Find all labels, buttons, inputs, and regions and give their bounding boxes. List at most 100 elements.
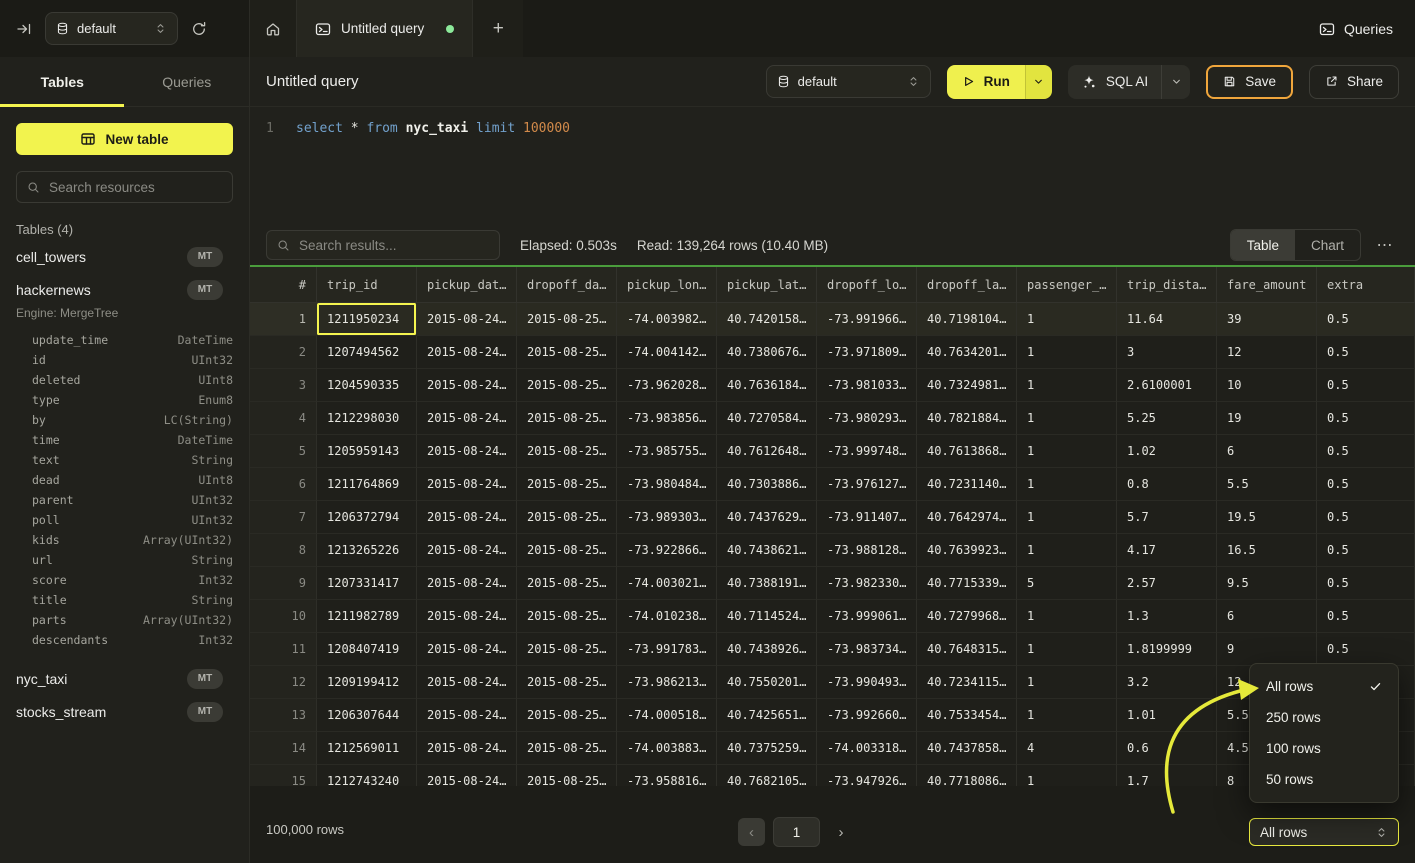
table-cell[interactable]: 5.7 [1117,501,1217,534]
table-cell[interactable]: 40.7114524… [717,600,817,633]
table-cell[interactable]: -73.911407… [817,501,917,534]
table-cell[interactable]: 6 [1217,435,1317,468]
sql-editor[interactable]: 1 select * from nyc_taxi limit 100000 [250,107,1415,225]
column-item[interactable]: dead UInt8 [32,470,233,490]
table-cell[interactable]: 40.7612648… [717,435,817,468]
table-cell[interactable]: 1213265226 [317,534,417,567]
table-cell[interactable]: -73.985755… [617,435,717,468]
table-cell[interactable]: 1 [1017,501,1117,534]
column-item[interactable]: descendants Int32 [32,630,233,650]
column-item[interactable]: text String [32,450,233,470]
table-cell[interactable]: -73.983856… [617,402,717,435]
column-item[interactable]: score Int32 [32,570,233,590]
table-cell[interactable]: 1212743240 [317,765,417,786]
share-button[interactable]: Share [1308,64,1399,99]
column-header[interactable]: dropoff_da… [517,267,617,303]
column-item[interactable]: parts Array(UInt32) [32,610,233,630]
table-cell[interactable]: 5 [1017,567,1117,600]
view-toggle-chart[interactable]: Chart [1310,237,1344,253]
column-header[interactable]: pickup_lat… [717,267,817,303]
table-cell[interactable]: 0.5 [1317,534,1415,567]
table-cell[interactable]: 40.7380676… [717,336,817,369]
table-cell[interactable]: 6 [1217,600,1317,633]
table-cell[interactable]: 1 [1017,699,1117,732]
column-header[interactable]: pickup_lon… [617,267,717,303]
save-button[interactable]: Save [1206,64,1293,99]
column-item[interactable]: time DateTime [32,430,233,450]
table-cell[interactable]: 2015-08-25… [517,732,617,765]
table-cell[interactable]: 19 [1217,402,1317,435]
column-header[interactable]: # [250,267,317,303]
table-cell[interactable]: 2015-08-25… [517,534,617,567]
table-cell[interactable]: 40.7234115… [917,666,1017,699]
table-cell[interactable]: -73.986213… [617,666,717,699]
table-cell[interactable]: 1 [1017,303,1117,336]
table-cell[interactable]: 2015-08-24… [417,468,517,501]
table-cell[interactable]: 40.7821884… [917,402,1017,435]
sql-ai-button[interactable]: SQL AI [1068,65,1161,99]
table-cell[interactable]: -73.992660… [817,699,917,732]
table-cell[interactable]: 40.7420158… [717,303,817,336]
table-cell[interactable]: 5.5 [1217,468,1317,501]
table-cell[interactable]: -73.988128… [817,534,917,567]
table-cell[interactable]: 2015-08-24… [417,567,517,600]
table-cell[interactable]: 2015-08-24… [417,369,517,402]
table-cell[interactable]: 0.5 [1317,369,1415,402]
query-tab[interactable]: Untitled query [297,0,474,57]
table-item-cell-towers[interactable]: cell_towers MT [16,240,233,273]
queries-shortcut[interactable]: Queries [1297,0,1415,57]
table-cell[interactable]: -73.947926… [817,765,917,786]
table-cell[interactable]: -73.980484… [617,468,717,501]
table-cell[interactable]: 40.7270584… [717,402,817,435]
search-resources-input[interactable]: Search resources [16,171,233,203]
table-cell[interactable]: 1206372794 [317,501,417,534]
table-cell[interactable]: 40.7682105… [717,765,817,786]
selected-cell[interactable]: 1211950234 [317,303,417,336]
table-cell[interactable]: 1.8199999 [1117,633,1217,666]
table-cell[interactable]: -73.999061… [817,600,917,633]
table-cell[interactable]: -74.003982… [617,303,717,336]
table-cell[interactable]: 2015-08-24… [417,633,517,666]
table-cell[interactable]: 2015-08-24… [417,765,517,786]
table-cell[interactable]: 2015-08-25… [517,369,617,402]
new-tab-button[interactable]: + [492,17,504,39]
table-cell[interactable]: 40.7324981… [917,369,1017,402]
table-cell[interactable]: 2015-08-24… [417,303,517,336]
table-cell[interactable]: 40.7231140… [917,468,1017,501]
table-item-stocks-stream[interactable]: stocks_stream MT [16,695,233,728]
table-cell[interactable]: 2015-08-25… [517,336,617,369]
table-cell[interactable]: 1212298030 [317,402,417,435]
table-cell[interactable]: 40.7437629… [717,501,817,534]
table-cell[interactable]: 1209199412 [317,666,417,699]
column-item[interactable]: type Enum8 [32,390,233,410]
table-cell[interactable]: 40.7648315… [917,633,1017,666]
table-cell[interactable]: -73.962028… [617,369,717,402]
table-cell[interactable]: 4 [1017,732,1117,765]
table-cell[interactable]: 1 [1017,402,1117,435]
table-cell[interactable]: 40.7279968… [917,600,1017,633]
table-cell[interactable]: 2.6100001 [1117,369,1217,402]
run-button[interactable]: Run [946,64,1025,99]
page-size-option[interactable]: 50 rows [1250,764,1398,795]
table-cell[interactable]: 2015-08-25… [517,666,617,699]
table-cell[interactable]: -74.010238… [617,600,717,633]
table-cell[interactable]: 1 [1017,633,1117,666]
column-header[interactable]: pickup_dat… [417,267,517,303]
table-cell[interactable]: 1 [1017,336,1117,369]
table-cell[interactable]: 2015-08-24… [417,435,517,468]
table-cell[interactable]: -73.983734… [817,633,917,666]
column-header[interactable]: trip_id [317,267,417,303]
table-cell[interactable]: 19.5 [1217,501,1317,534]
page-size-option[interactable]: 250 rows [1250,702,1398,733]
table-cell[interactable]: 1 [1017,600,1117,633]
page-size-select[interactable]: All rows [1249,818,1399,846]
table-cell[interactable]: 5.25 [1117,402,1217,435]
table-cell[interactable]: 2015-08-24… [417,402,517,435]
table-cell[interactable]: 40.7639923… [917,534,1017,567]
table-cell[interactable]: 3.2 [1117,666,1217,699]
table-cell[interactable]: 40.7303886… [717,468,817,501]
table-cell[interactable]: -73.976127… [817,468,917,501]
search-results-input[interactable]: Search results... [266,230,500,260]
table-cell[interactable]: -74.000518… [617,699,717,732]
table-cell[interactable]: 2015-08-25… [517,633,617,666]
